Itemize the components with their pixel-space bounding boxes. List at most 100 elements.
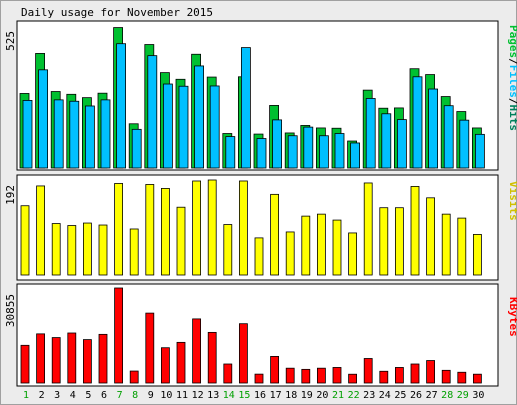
x-tick-label: 8 bbox=[132, 390, 138, 401]
legend-item-kbytes: KBytes bbox=[507, 297, 517, 337]
x-tick-label: 16 bbox=[254, 390, 266, 401]
bar-files-day-3 bbox=[53, 99, 64, 169]
bar-visits-day-14 bbox=[223, 224, 233, 276]
bar-files-day-4 bbox=[69, 100, 80, 169]
bar-kbytes-day-27 bbox=[426, 360, 436, 384]
legend-item-pages: Pages bbox=[507, 25, 517, 58]
bar-files-day-18 bbox=[287, 135, 298, 169]
legend-kbytes: KBytes bbox=[507, 297, 517, 337]
bar-visits-day-26 bbox=[410, 186, 420, 276]
bar-files-day-24 bbox=[381, 113, 392, 169]
bar-files-day-8 bbox=[131, 128, 142, 169]
x-tick-label: 11 bbox=[176, 390, 188, 401]
bar-kbytes-day-12 bbox=[192, 318, 202, 384]
bar-files-day-28 bbox=[443, 105, 454, 169]
legend-separator: / bbox=[507, 98, 517, 105]
bar-visits-day-16 bbox=[254, 237, 264, 276]
bar-visits-day-27 bbox=[426, 197, 436, 276]
bar-kbytes-day-21 bbox=[332, 367, 342, 384]
bar-kbytes-day-13 bbox=[207, 331, 217, 384]
bar-kbytes-day-23 bbox=[363, 358, 373, 384]
x-tick-label: 10 bbox=[160, 390, 172, 401]
bar-files-day-2 bbox=[38, 69, 48, 169]
x-tick-label: 17 bbox=[270, 390, 282, 401]
legend-item-hits: Hits bbox=[507, 105, 517, 132]
x-tick-label: 20 bbox=[316, 390, 328, 401]
x-tick-label: 29 bbox=[457, 390, 469, 401]
bar-kbytes-day-11 bbox=[176, 341, 186, 384]
bar-files-day-13 bbox=[209, 85, 220, 169]
bars-visits bbox=[20, 179, 482, 276]
bar-kbytes-day-19 bbox=[301, 368, 311, 384]
bar-kbytes-day-15 bbox=[238, 323, 248, 384]
bar-visits-day-30 bbox=[472, 234, 482, 276]
bar-visits-day-8 bbox=[129, 228, 139, 276]
bar-visits-day-15 bbox=[238, 180, 248, 276]
bar-files-day-19 bbox=[303, 126, 314, 169]
x-tick-label: 2 bbox=[39, 390, 45, 401]
x-tick-label: 6 bbox=[101, 390, 107, 401]
bar-kbytes-day-3 bbox=[51, 337, 61, 384]
bar-visits-day-29 bbox=[457, 217, 467, 276]
bar-visits-day-19 bbox=[301, 215, 311, 276]
bar-kbytes-day-18 bbox=[285, 367, 295, 384]
legend-item-visits: Visits bbox=[507, 181, 517, 221]
bar-files-day-1 bbox=[22, 100, 33, 169]
bar-visits-day-24 bbox=[379, 207, 389, 276]
x-tick-label: 5 bbox=[85, 390, 91, 401]
bar-visits-day-23 bbox=[363, 182, 373, 276]
x-tick-label: 12 bbox=[192, 390, 204, 401]
x-tick-label: 22 bbox=[348, 390, 360, 401]
bar-visits-day-21 bbox=[332, 219, 342, 276]
bar-visits-day-1 bbox=[20, 205, 30, 276]
bar-visits-day-9 bbox=[145, 184, 155, 276]
bar-kbytes-day-10 bbox=[160, 347, 170, 384]
bar-files-day-25 bbox=[396, 119, 407, 169]
bar-kbytes-day-14 bbox=[223, 363, 233, 384]
bar-files-day-22 bbox=[350, 142, 361, 169]
bar-kbytes-day-24 bbox=[379, 370, 389, 384]
x-tick-label: 13 bbox=[207, 390, 219, 401]
bar-visits-day-10 bbox=[160, 188, 170, 276]
bar-kbytes-day-28 bbox=[441, 369, 451, 384]
x-tick-label: 15 bbox=[238, 390, 250, 401]
x-tick-label: 7 bbox=[117, 390, 123, 401]
bar-kbytes-day-7 bbox=[114, 287, 123, 384]
x-tick-label: 25 bbox=[394, 390, 406, 401]
bar-visits-day-2 bbox=[36, 185, 45, 276]
bar-files-day-29 bbox=[459, 119, 470, 169]
bar-kbytes-day-8 bbox=[129, 370, 139, 384]
bar-kbytes-day-17 bbox=[270, 355, 280, 384]
legend-item-files: Files bbox=[507, 65, 517, 98]
bar-visits-day-28 bbox=[441, 213, 451, 276]
x-tick-label: 27 bbox=[426, 390, 438, 401]
x-tick-label: 24 bbox=[379, 390, 391, 401]
bar-visits-day-6 bbox=[98, 224, 108, 276]
bar-visits-day-12 bbox=[192, 180, 202, 276]
bar-files-day-5 bbox=[85, 105, 95, 169]
ymax-label-visits: 192 bbox=[4, 185, 17, 205]
bar-kbytes-day-1 bbox=[20, 344, 30, 384]
bar-visits-day-5 bbox=[83, 222, 92, 276]
bar-visits-day-17 bbox=[270, 193, 280, 276]
bar-kbytes-day-2 bbox=[36, 333, 45, 384]
bar-files-day-26 bbox=[412, 76, 423, 169]
bar-kbytes-day-30 bbox=[472, 373, 482, 384]
bars-kbytes bbox=[20, 287, 482, 384]
bar-visits-day-18 bbox=[285, 231, 295, 276]
bar-kbytes-day-5 bbox=[83, 339, 92, 384]
x-tick-label: 21 bbox=[332, 390, 344, 401]
bar-visits-day-20 bbox=[316, 213, 326, 276]
bar-visits-day-3 bbox=[51, 223, 61, 276]
bar-kbytes-day-9 bbox=[145, 312, 155, 384]
bar-kbytes-day-26 bbox=[410, 363, 420, 384]
bar-files-day-27 bbox=[428, 88, 439, 169]
ymax-label-kbytes: 30855 bbox=[4, 294, 17, 327]
bar-files-day-12 bbox=[194, 65, 205, 169]
x-tick-label: 9 bbox=[148, 390, 154, 401]
bar-files-day-9 bbox=[147, 55, 158, 169]
bar-files-day-6 bbox=[100, 99, 111, 169]
bar-kbytes-day-16 bbox=[254, 373, 264, 384]
bar-kbytes-day-29 bbox=[457, 371, 467, 384]
